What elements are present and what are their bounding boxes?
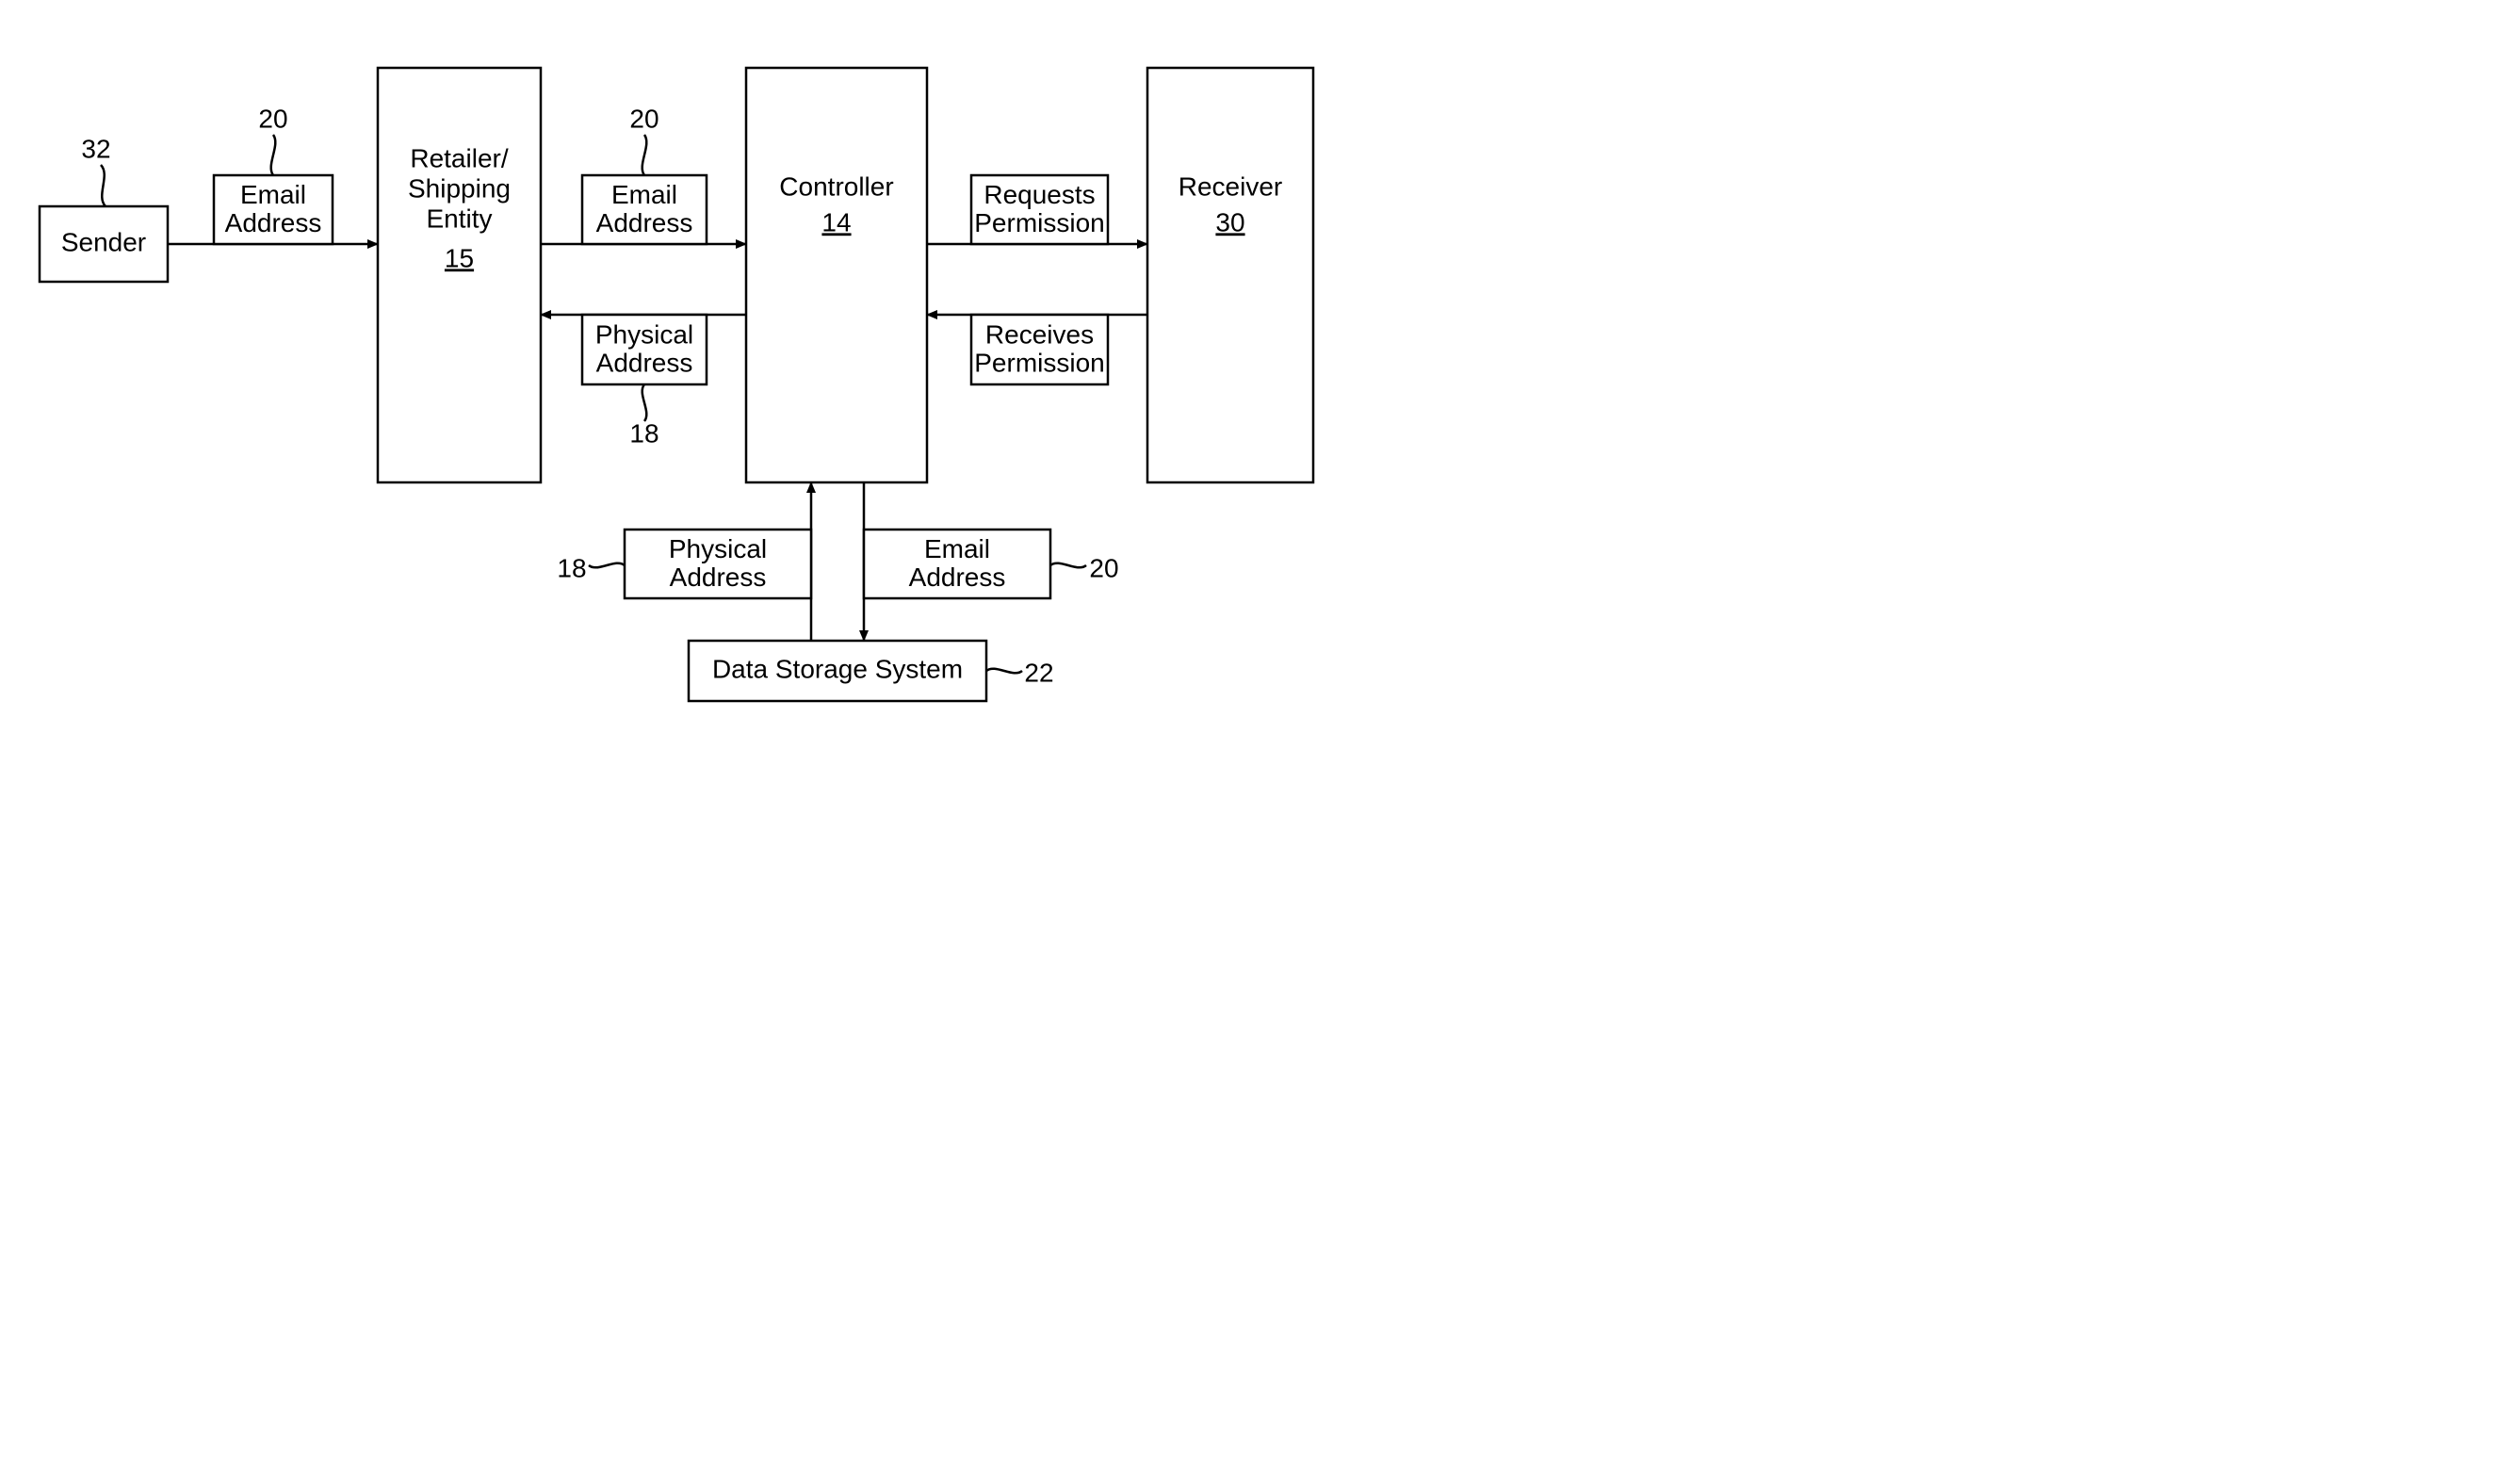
ref-lead-line: [642, 384, 647, 421]
sender-label: Sender: [61, 227, 146, 256]
retailer-label-3: Entity: [426, 204, 492, 233]
node-email-1-l2: Address: [225, 208, 322, 237]
ref-storage: 22: [1024, 658, 1053, 687]
node-email-2-l2: Address: [596, 208, 693, 237]
ref-lead-line: [101, 165, 106, 206]
node-physical-2-l2: Address: [596, 348, 693, 377]
node-physical-3-l2: Address: [670, 563, 767, 592]
node-receiver: [1147, 68, 1313, 482]
node-controller: [746, 68, 927, 482]
ref-lead-line: [271, 135, 276, 175]
retailer-label-2: Shipping: [408, 173, 511, 203]
receiver-label: Receiver: [1179, 171, 1282, 201]
node-email-2-l1: Email: [611, 180, 677, 209]
ref-lead-line: [642, 135, 647, 175]
retailer-ref: 15: [445, 243, 474, 272]
ref-email3: 20: [1089, 553, 1118, 582]
receiver-ref: 30: [1215, 207, 1244, 236]
node-retailer: [378, 68, 541, 482]
node-physical-2-l1: Physical: [595, 319, 693, 349]
ref-physical3: 18: [557, 553, 586, 582]
node-receives-permission-l1: Receives: [985, 319, 1094, 349]
ref-sender: 32: [81, 134, 110, 163]
controller-ref: 14: [821, 207, 851, 236]
data-storage-label: Data Storage System: [712, 654, 963, 683]
ref-email2: 20: [629, 104, 658, 133]
node-requests-permission-l2: Permission: [974, 208, 1104, 237]
node-physical-3-l1: Physical: [669, 534, 767, 563]
node-receives-permission-l2: Permission: [974, 348, 1104, 377]
ref-lead-line: [986, 669, 1022, 674]
ref-email1: 20: [258, 104, 287, 133]
controller-label: Controller: [779, 171, 893, 201]
node-email-3-l2: Address: [909, 563, 1006, 592]
ref-physical2: 18: [629, 418, 658, 448]
node-requests-permission-l1: Requests: [984, 180, 1095, 209]
retailer-label-1: Retailer/: [410, 143, 508, 172]
node-email-1-l1: Email: [240, 180, 306, 209]
node-email-3-l1: Email: [924, 534, 990, 563]
ref-lead-line: [589, 563, 625, 568]
ref-lead-line: [1050, 563, 1086, 568]
